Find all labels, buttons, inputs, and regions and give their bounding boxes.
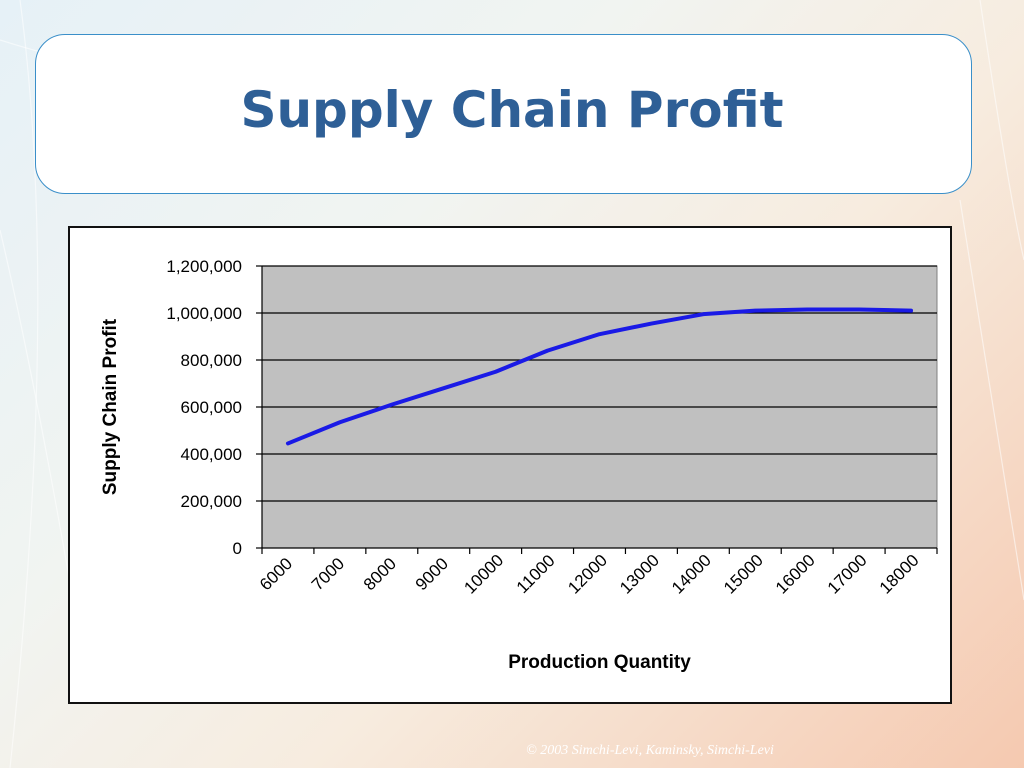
x-tick-label: 6000 bbox=[256, 554, 296, 594]
x-tick-label: 10000 bbox=[460, 551, 507, 598]
y-axis-label: Supply Chain Profit bbox=[100, 318, 121, 495]
title-box bbox=[35, 34, 972, 194]
y-tick-label: 200,000 bbox=[181, 492, 242, 511]
x-axis-label: Production Quantity bbox=[508, 652, 691, 673]
line-chart: 0 200,000 400,000 600,000 800,000 1,000,000 1,… bbox=[100, 257, 938, 673]
x-tick-label: 17000 bbox=[824, 551, 871, 598]
y-tick-label: 1,000,000 bbox=[166, 304, 242, 323]
chart-frame: 0 200,000 400,000 600,000 800,000 1,000,000 1,… bbox=[68, 226, 952, 704]
y-tick-label: 600,000 bbox=[181, 398, 242, 417]
x-tick-label: 7000 bbox=[308, 554, 348, 594]
profit-series-line bbox=[285, 307, 914, 446]
slide-title: Supply Chain Profit bbox=[240, 81, 784, 139]
y-tick-label: 800,000 bbox=[181, 351, 242, 370]
y-tick-label: 400,000 bbox=[181, 445, 242, 464]
x-tick-label: 12000 bbox=[564, 551, 611, 598]
x-tick-label: 13000 bbox=[616, 551, 663, 598]
x-tick-label: 18000 bbox=[876, 551, 923, 598]
x-tick-label: 8000 bbox=[360, 554, 400, 594]
x-tick-label: 16000 bbox=[772, 551, 819, 598]
x-tick-label: 9000 bbox=[412, 554, 452, 594]
y-tick-label: 1,200,000 bbox=[166, 257, 242, 276]
x-tick-label: 11000 bbox=[513, 551, 559, 597]
x-tick-label: 14000 bbox=[668, 551, 715, 598]
copyright-footer: © 2003 Simchi-Levi, Kaminsky, Simchi-Lev… bbox=[526, 743, 774, 758]
y-tick-label: 0 bbox=[233, 539, 242, 558]
x-tick-label: 15000 bbox=[720, 551, 767, 598]
